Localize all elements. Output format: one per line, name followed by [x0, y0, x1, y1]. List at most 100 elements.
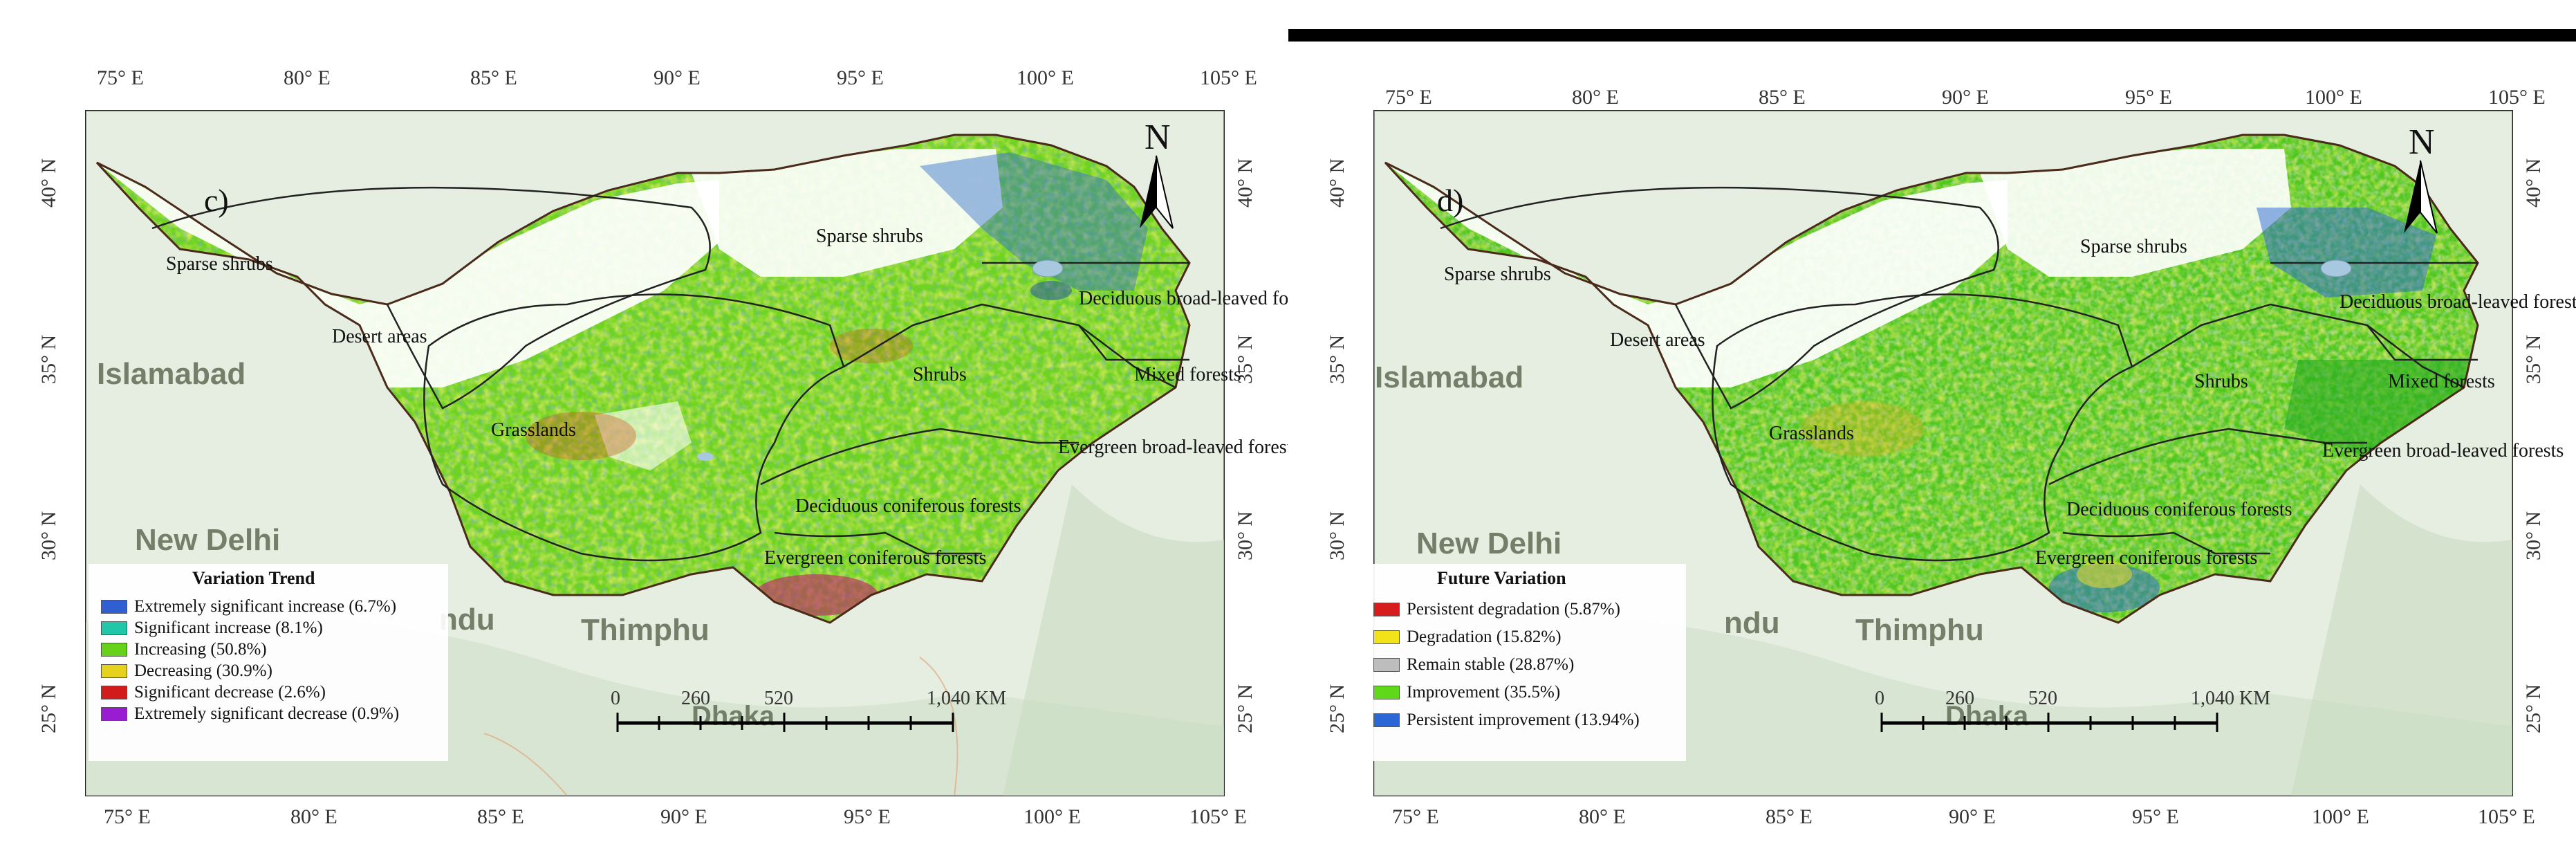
- svg-text:75° E: 75° E: [104, 805, 151, 828]
- svg-text:30° N: 30° N: [2522, 511, 2545, 560]
- legend-swatch: [101, 642, 127, 657]
- svg-text:35° N: 35° N: [37, 335, 60, 384]
- svg-text:25° N: 25° N: [37, 684, 60, 733]
- svg-text:90° E: 90° E: [1949, 805, 1996, 828]
- svg-text:35° N: 35° N: [2522, 335, 2545, 384]
- svg-text:80° E: 80° E: [290, 805, 337, 828]
- svg-text:35° N: 35° N: [1326, 335, 1349, 384]
- svg-text:25° N: 25° N: [2522, 684, 2545, 733]
- svg-text:260: 260: [681, 688, 710, 709]
- legend-swatch: [1373, 658, 1400, 672]
- region-labels: Sparse shrubs Sparse shrubs Desert areas…: [166, 226, 1288, 569]
- svg-text:0: 0: [611, 688, 620, 709]
- svg-text:Islamabad: Islamabad: [97, 357, 245, 391]
- right-lat-ticks: 40° N 35° N 30° N 25° N: [1234, 158, 1257, 733]
- svg-text:105° E: 105° E: [1189, 805, 1247, 828]
- svg-text:40° N: 40° N: [1326, 158, 1349, 208]
- svg-text:N: N: [1145, 118, 1171, 157]
- legend-item: Persistent degradation (5.87%): [1373, 596, 1686, 623]
- svg-text:30° N: 30° N: [1326, 511, 1349, 560]
- scale-bar: 0 260 520 1,040 KM: [1875, 688, 2270, 732]
- north-arrow-icon: N: [1140, 118, 1174, 229]
- left-lat-ticks: 40° N 35° N 30° N 25° N: [37, 158, 60, 733]
- svg-text:100° E: 100° E: [2312, 805, 2369, 828]
- svg-text:100° E: 100° E: [1023, 805, 1081, 828]
- svg-text:40° N: 40° N: [37, 158, 60, 208]
- svg-text:75° E: 75° E: [97, 66, 144, 89]
- svg-text:75° E: 75° E: [1392, 805, 1439, 828]
- svg-text:Dhaka: Dhaka: [1945, 701, 2029, 731]
- svg-text:80° E: 80° E: [1579, 805, 1626, 828]
- bottom-lon-ticks: 75° E 80° E 85° E 90° E 95° E 100° E 105…: [1392, 805, 2535, 828]
- svg-text:Shrubs: Shrubs: [2194, 371, 2248, 392]
- legend-swatch: [101, 621, 127, 635]
- svg-text:Evergreen coniferous forests: Evergreen coniferous forests: [764, 547, 986, 569]
- svg-text:Thimphu: Thimphu: [1855, 613, 1984, 647]
- svg-text:1,040 KM: 1,040 KM: [2191, 688, 2270, 709]
- legend-item: Improvement (35.5%): [1373, 679, 1686, 706]
- svg-text:Deciduous coniferous forests: Deciduous coniferous forests: [2066, 499, 2292, 520]
- legend-swatch: [1373, 713, 1400, 727]
- svg-text:Sparse shrubs: Sparse shrubs: [1444, 264, 1551, 285]
- svg-text:Sparse shrubs: Sparse shrubs: [2080, 236, 2187, 257]
- legend-item: Degradation (15.82%): [1373, 623, 1686, 651]
- svg-text:75° E: 75° E: [1385, 86, 1432, 109]
- svg-text:Shrubs: Shrubs: [913, 364, 967, 385]
- svg-text:ndu: ndu: [1724, 606, 1780, 640]
- legend-swatch: [1373, 630, 1400, 644]
- legend-swatch: [101, 599, 127, 614]
- panel-label: c): [204, 183, 229, 218]
- svg-text:1,040 KM: 1,040 KM: [927, 688, 1006, 709]
- svg-text:Deciduous broad-leaved forests: Deciduous broad-leaved forests: [2339, 291, 2576, 313]
- svg-text:Grasslands: Grasslands: [491, 419, 576, 441]
- svg-text:30° N: 30° N: [37, 511, 60, 560]
- svg-text:90° E: 90° E: [660, 805, 707, 828]
- svg-text:90° E: 90° E: [1942, 86, 1989, 109]
- legend-title: Variation Trend: [192, 568, 315, 588]
- legend-swatch: [101, 706, 127, 721]
- svg-text:Deciduous coniferous forests: Deciduous coniferous forests: [795, 495, 1021, 517]
- svg-text:85° E: 85° E: [1766, 805, 1813, 828]
- svg-text:Evergreen broad-leaved forests: Evergreen broad-leaved forests: [1058, 437, 1288, 458]
- svg-text:100° E: 100° E: [1017, 66, 1074, 89]
- vegetation-zone-outlines: [1440, 186, 2478, 562]
- svg-text:95° E: 95° E: [2132, 805, 2179, 828]
- legend-variation-trend: Variation Trend Extremely significant in…: [89, 564, 448, 761]
- svg-text:25° N: 25° N: [1234, 684, 1257, 733]
- legend-item: Significant increase (8.1%): [101, 617, 448, 639]
- legend-future-variation: Future Variation Persistent degradation …: [1361, 564, 1686, 761]
- north-arrow-icon: N: [2404, 122, 2438, 234]
- legend-title: Future Variation: [1437, 568, 1566, 588]
- top-lon-ticks: 75° E 80° E 85° E 90° E 95° E 100° E 105…: [97, 66, 1257, 89]
- svg-text:90° E: 90° E: [654, 66, 701, 89]
- city-labels: Islamabad New Delhi ndu Thimphu Dhaka: [97, 357, 775, 731]
- legend-item: Significant decrease (2.6%): [101, 681, 448, 703]
- svg-text:85° E: 85° E: [1759, 86, 1806, 109]
- svg-text:105° E: 105° E: [2488, 86, 2546, 109]
- svg-text:105° E: 105° E: [2478, 805, 2535, 828]
- legend-swatch: [1373, 686, 1400, 699]
- svg-text:Deciduous broad-leaved forests: Deciduous broad-leaved forests: [1079, 288, 1288, 309]
- legend-item: Persistent improvement (13.94%): [1373, 706, 1686, 734]
- map-d-svg: 75° E 80° E 85° E 90° E 95° E 100° E 105…: [1326, 86, 2576, 828]
- vegetation-zone-outlines: [151, 186, 1189, 562]
- svg-text:85° E: 85° E: [470, 66, 517, 89]
- svg-text:Sparse shrubs: Sparse shrubs: [816, 226, 923, 247]
- svg-text:35° N: 35° N: [1234, 335, 1257, 384]
- svg-text:New Delhi: New Delhi: [135, 523, 280, 557]
- legend-item: Extremely significant decrease (0.9%): [101, 703, 448, 724]
- svg-text:Desert areas: Desert areas: [1610, 329, 1705, 351]
- legend-item: Increasing (50.8%): [101, 639, 448, 660]
- left-lat-ticks: 40° N 35° N 30° N 25° N: [1326, 158, 1349, 733]
- lake: [2320, 259, 2352, 277]
- svg-text:95° E: 95° E: [837, 66, 884, 89]
- region-labels: Sparse shrubs Sparse shrubs Desert areas…: [1444, 236, 2576, 569]
- svg-text:Mixed forests: Mixed forests: [2388, 371, 2495, 392]
- svg-text:520: 520: [764, 688, 793, 709]
- svg-text:100° E: 100° E: [2305, 86, 2362, 109]
- svg-text:Evergreen coniferous forests: Evergreen coniferous forests: [2035, 547, 2257, 569]
- legend-swatch: [101, 664, 127, 678]
- svg-text:New Delhi: New Delhi: [1416, 527, 1562, 560]
- svg-text:520: 520: [2028, 688, 2057, 709]
- top-border-bar: [1288, 29, 2576, 42]
